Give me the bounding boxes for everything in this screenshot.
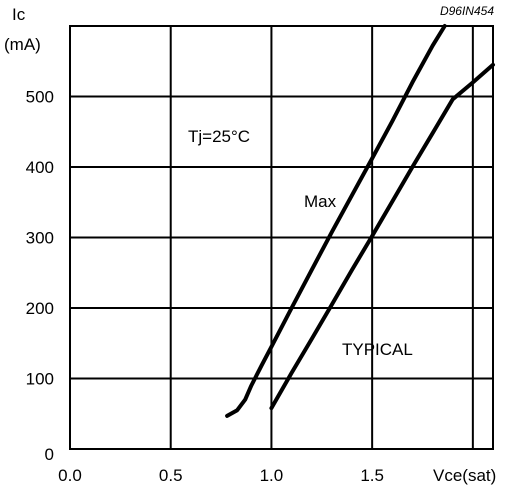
series-line-typical [269, 62, 495, 411]
plot-frame [69, 25, 494, 450]
x-tick-label: 1.0 [260, 466, 284, 485]
grid-lines [70, 26, 493, 449]
x-tick-label: 0.0 [58, 466, 82, 485]
y-tick-label: 200 [26, 299, 54, 318]
x-tick-label: 1.5 [360, 466, 384, 485]
x-tick-label: 0.5 [159, 466, 183, 485]
series-line-max [225, 24, 447, 418]
y-tick-label: 300 [26, 229, 54, 248]
reference-code: D96IN454 [440, 4, 494, 18]
y-axis-label-unit: (mA) [4, 35, 41, 54]
x-axis-label: Vce(sat) [433, 466, 496, 485]
y-tick-label: 400 [26, 158, 54, 177]
series-label-typical: TYPICAL [342, 340, 413, 359]
tick-labels: 0.0 0.5 1.0 1.5 0 100 200 300 400 500 [26, 88, 384, 486]
y-tick-label: 0 [45, 445, 54, 464]
y-tick-label: 100 [26, 370, 54, 389]
series-label-max: Max [304, 192, 337, 211]
y-tick-label: 500 [26, 88, 54, 107]
data-curves [225, 24, 495, 418]
y-axis-label-symbol: Ic [12, 5, 26, 24]
condition-annotation: Tj=25°C [188, 127, 250, 146]
